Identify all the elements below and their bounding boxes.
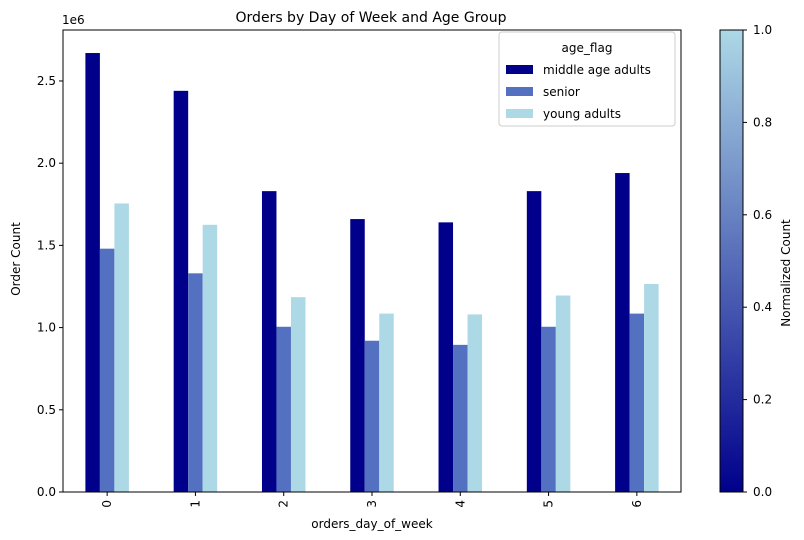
- bar: [114, 203, 129, 493]
- bar: [202, 224, 218, 493]
- legend-label: young adults: [543, 107, 621, 121]
- x-tick-label: 3: [365, 500, 379, 508]
- legend-title: age_flag: [562, 41, 613, 55]
- legend-label: senior: [543, 85, 580, 99]
- bar: [453, 344, 468, 492]
- y-tick-label: 2.5: [37, 74, 56, 88]
- chart-title: Orders by Day of Week and Age Group: [236, 10, 507, 26]
- bar: [526, 191, 542, 492]
- bar: [379, 313, 394, 492]
- bar: [85, 53, 100, 492]
- bar: [261, 191, 277, 492]
- bar: [629, 313, 645, 492]
- x-tick-label: 0: [100, 500, 114, 508]
- bar: [364, 340, 380, 492]
- x-axis-label: orders_day_of_week: [311, 517, 432, 531]
- y-axis-label: Order Count: [9, 222, 23, 296]
- legend-swatch: [506, 109, 533, 118]
- bar: [173, 90, 189, 493]
- bar: [290, 297, 306, 492]
- bar: [541, 326, 556, 492]
- colorbar-tick-label: 1.0: [753, 23, 772, 37]
- colorbar-tick-label: 0.0: [753, 485, 772, 499]
- bar: [188, 273, 203, 492]
- colorbar-gradient: [719, 29, 744, 493]
- bar: [467, 314, 483, 492]
- colorbar-tick-label: 0.6: [753, 208, 772, 222]
- x-tick-label: 5: [542, 500, 556, 508]
- bar: [555, 295, 571, 492]
- x-tick-label: 1: [188, 500, 202, 508]
- y-tick-label: 0.0: [37, 485, 56, 499]
- y-tick-label: 0.5: [37, 403, 56, 417]
- colorbar-tick-label: 0.2: [753, 393, 772, 407]
- legend-swatch: [506, 87, 533, 96]
- x-tick-label: 6: [630, 500, 644, 508]
- y-tick-label: 2.0: [37, 156, 56, 170]
- bar: [438, 222, 454, 493]
- x-tick-label: 2: [277, 500, 291, 508]
- bar: [350, 219, 365, 492]
- legend-label: middle age adults: [543, 63, 651, 77]
- y-offset-label: 1e6: [62, 13, 85, 27]
- plot-area: 0.0 0.5 1.0 1.5 2.0 2.5 0 1 2 3 4 5 6: [37, 29, 682, 508]
- bar: [276, 326, 291, 492]
- bar: [99, 248, 115, 492]
- y-tick-label: 1.0: [37, 321, 56, 335]
- colorbar: 0.0 0.2 0.4 0.6 0.8 1.0: [719, 23, 772, 499]
- y-tick-label: 1.5: [37, 238, 56, 252]
- colorbar-tick-label: 0.4: [753, 300, 772, 314]
- colorbar-tick-label: 0.8: [753, 115, 772, 129]
- bar: [615, 173, 630, 493]
- legend-box: [498, 31, 676, 127]
- legend-swatch: [506, 65, 533, 74]
- bar: [644, 284, 659, 492]
- colorbar-label: Normalized Count: [779, 219, 793, 327]
- x-tick-label: 4: [453, 500, 467, 508]
